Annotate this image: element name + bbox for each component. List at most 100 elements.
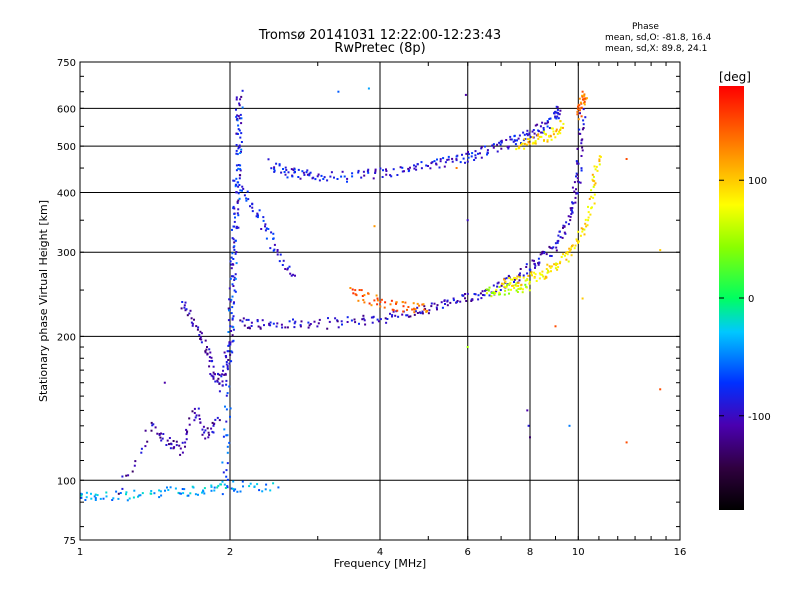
data-point <box>343 175 346 178</box>
data-point <box>594 168 597 171</box>
data-point <box>555 117 558 120</box>
data-point <box>237 208 240 211</box>
data-point <box>232 238 235 241</box>
data-point <box>237 199 240 202</box>
data-point <box>239 136 242 139</box>
data-point <box>436 304 439 307</box>
data-point <box>547 269 549 272</box>
data-point <box>473 159 476 161</box>
data-point <box>372 177 375 180</box>
data-point <box>474 154 477 157</box>
data-point <box>150 492 153 495</box>
data-point <box>591 178 594 181</box>
data-point <box>404 301 407 304</box>
data-point <box>160 494 163 497</box>
data-point <box>259 326 262 329</box>
data-point <box>479 152 481 155</box>
data-point <box>550 265 553 268</box>
data-point <box>210 484 213 487</box>
data-point <box>93 495 96 498</box>
data-point <box>420 161 423 164</box>
data-point <box>226 485 229 488</box>
data-point <box>366 170 369 173</box>
data-point <box>358 289 361 291</box>
data-point <box>265 483 268 486</box>
data-point <box>227 319 230 322</box>
data-point <box>251 206 254 209</box>
grid-lines <box>80 62 680 540</box>
data-point <box>264 229 267 232</box>
data-point <box>541 250 544 253</box>
data-point <box>525 263 528 266</box>
data-point <box>379 301 382 303</box>
data-point <box>625 158 628 160</box>
data-point <box>237 167 240 170</box>
data-point <box>193 407 196 410</box>
data-point <box>507 147 510 150</box>
data-point <box>498 141 501 144</box>
data-point <box>200 332 203 335</box>
data-point <box>105 491 108 494</box>
data-point <box>466 160 469 163</box>
data-point <box>161 437 164 440</box>
data-point <box>574 244 577 247</box>
data-point <box>217 484 220 487</box>
data-point <box>370 304 373 307</box>
data-point <box>361 295 364 297</box>
data-point <box>527 138 529 141</box>
y-tick-label: 750 <box>57 58 76 69</box>
data-point <box>525 266 528 268</box>
data-point <box>336 178 339 180</box>
data-point <box>520 283 523 286</box>
data-point <box>519 272 521 275</box>
data-point <box>221 493 224 496</box>
data-point <box>262 219 265 222</box>
data-point <box>286 267 289 270</box>
data-point <box>570 254 573 257</box>
data-point <box>389 303 392 306</box>
data-point <box>510 288 512 291</box>
data-point <box>231 228 233 231</box>
data-point <box>593 165 596 168</box>
data-point <box>273 243 276 246</box>
data-point <box>226 365 229 368</box>
data-point <box>221 373 224 376</box>
data-point <box>351 172 354 175</box>
data-point <box>179 447 182 450</box>
data-point <box>235 251 238 253</box>
data-point <box>250 325 253 327</box>
data-point <box>241 320 244 323</box>
data-point <box>208 356 211 359</box>
data-point <box>225 363 228 366</box>
data-point <box>270 231 273 234</box>
data-point <box>115 490 118 493</box>
data-point <box>562 122 565 125</box>
data-point <box>226 462 229 465</box>
data-point <box>530 271 533 274</box>
data-point <box>80 496 83 499</box>
data-point <box>536 123 539 126</box>
data-point <box>533 132 536 135</box>
data-point <box>518 279 521 282</box>
data-point <box>399 166 402 169</box>
data-point <box>524 138 527 140</box>
data-point <box>284 268 287 270</box>
data-point <box>185 433 188 436</box>
data-point <box>534 124 537 127</box>
data-point <box>117 497 120 500</box>
data-point <box>273 168 276 170</box>
data-point <box>361 318 364 321</box>
data-point <box>237 185 240 188</box>
data-point <box>560 126 563 129</box>
data-point <box>175 440 178 443</box>
data-point <box>564 254 566 257</box>
data-point <box>569 215 572 218</box>
data-point <box>471 298 474 301</box>
data-point <box>236 133 239 135</box>
data-point <box>575 192 578 195</box>
data-point <box>580 102 583 105</box>
data-point <box>227 307 230 310</box>
data-point <box>284 326 287 329</box>
data-point <box>575 175 577 178</box>
data-point <box>373 299 376 302</box>
